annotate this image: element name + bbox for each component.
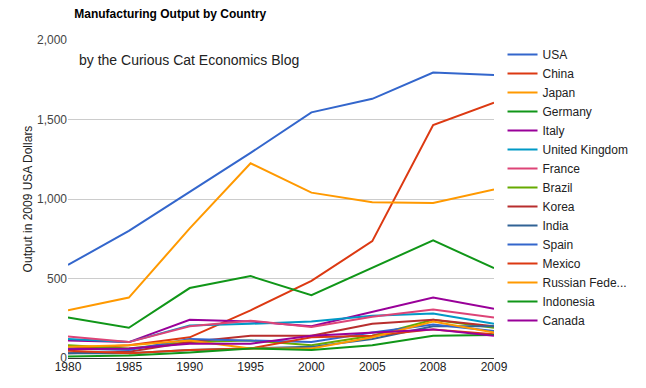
svg-text:1980: 1980: [55, 360, 82, 374]
svg-text:2008: 2008: [420, 360, 447, 374]
svg-text:Germany: Germany: [543, 105, 592, 119]
svg-text:Korea: Korea: [543, 200, 575, 214]
svg-text:0: 0: [60, 351, 67, 365]
svg-text:United Kingdom: United Kingdom: [543, 143, 628, 157]
svg-text:1995: 1995: [237, 360, 264, 374]
svg-text:2009: 2009: [481, 360, 508, 374]
svg-text:by the Curious Cat Economics B: by the Curious Cat Economics Blog: [79, 52, 299, 68]
svg-text:1990: 1990: [176, 360, 203, 374]
svg-text:France: France: [543, 162, 581, 176]
svg-text:Output in 2009 USA Dollars: Output in 2009 USA Dollars: [21, 126, 35, 273]
svg-text:1985: 1985: [116, 360, 143, 374]
svg-text:Brazil: Brazil: [543, 181, 573, 195]
svg-text:Canada: Canada: [543, 314, 585, 328]
svg-text:Mexico: Mexico: [543, 257, 581, 271]
svg-text:Indonesia: Indonesia: [543, 295, 595, 309]
svg-text:1,000: 1,000: [37, 192, 67, 206]
svg-text:2000: 2000: [298, 360, 325, 374]
svg-text:China: China: [543, 67, 575, 81]
svg-text:500: 500: [47, 272, 67, 286]
svg-text:1,500: 1,500: [37, 113, 67, 127]
svg-text:USA: USA: [543, 48, 568, 62]
svg-text:Spain: Spain: [543, 238, 574, 252]
svg-text:Italy: Italy: [543, 124, 565, 138]
svg-text:2005: 2005: [359, 360, 386, 374]
svg-text:India: India: [543, 219, 569, 233]
svg-text:Manufacturing Output by Countr: Manufacturing Output by Country: [74, 7, 266, 21]
svg-text:Russian Fede...: Russian Fede...: [543, 276, 627, 290]
svg-text:Japan: Japan: [543, 86, 576, 100]
svg-text:2,000: 2,000: [37, 33, 67, 47]
